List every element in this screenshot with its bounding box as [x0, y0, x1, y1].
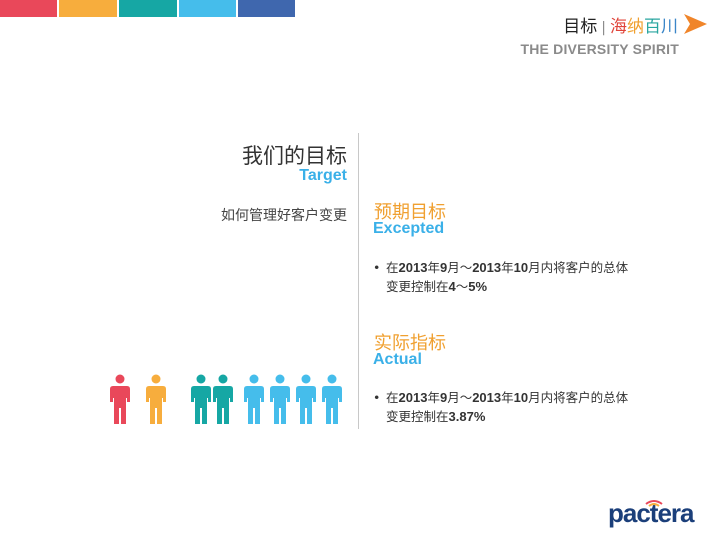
goal-title: 我们的目标: [242, 144, 347, 168]
color-bar-4: [179, 0, 236, 17]
chevron-right-icon: [684, 14, 707, 34]
color-bar-2: [59, 0, 117, 17]
actual-text: 在2013年9月～2013年10月内将客户的总体变更控制在3.87%: [386, 390, 629, 424]
tagline: THE DIVERSITY SPIRIT: [520, 41, 679, 57]
brand-char-1: 海: [610, 17, 627, 37]
expected-bullet: • 在2013年9月～2013年10月内将客户的总体变更控制在4～5%: [373, 258, 633, 296]
color-bar-1: [0, 0, 57, 17]
expected-subtitle: Excepted: [373, 220, 445, 237]
header-title-row: 目标 | 海纳百川: [563, 12, 678, 37]
actual-bullet: • 在2013年9月～2013年10月内将客户的总体变更控制在3.87%: [373, 388, 633, 426]
bullet-dot: •: [373, 260, 381, 275]
actual-title: 实际指标: [374, 333, 446, 354]
bullet-dot: •: [373, 390, 381, 405]
person-icon: [110, 374, 130, 424]
expected-title: 预期目标: [374, 202, 446, 223]
person-icon: [146, 374, 166, 424]
people-icons: [110, 374, 342, 424]
person-icon: [244, 374, 264, 424]
person-icon: [322, 374, 342, 424]
person-icon: [213, 374, 233, 424]
brand-char-2: 纳: [627, 17, 644, 37]
brand-char-4: 川: [661, 17, 678, 37]
goal-description: 如何管理好客户变更: [221, 208, 347, 224]
expected-text: 在2013年9月～2013年10月内将客户的总体变更控制在4～5%: [386, 260, 629, 294]
logo-text: pactera: [608, 498, 695, 528]
page-title: 目标: [563, 17, 598, 37]
color-bar-3: [119, 0, 177, 17]
header-separator: |: [601, 20, 606, 36]
color-bar-5: [238, 0, 295, 17]
goal-subtitle: Target: [299, 167, 347, 184]
brand-char-3: 百: [644, 17, 661, 37]
divider: [358, 133, 359, 429]
person-icon: [270, 374, 290, 424]
person-icon: [296, 374, 316, 424]
actual-subtitle: Actual: [373, 351, 422, 368]
pactera-logo: pactera: [608, 498, 696, 528]
person-icon: [191, 374, 211, 424]
